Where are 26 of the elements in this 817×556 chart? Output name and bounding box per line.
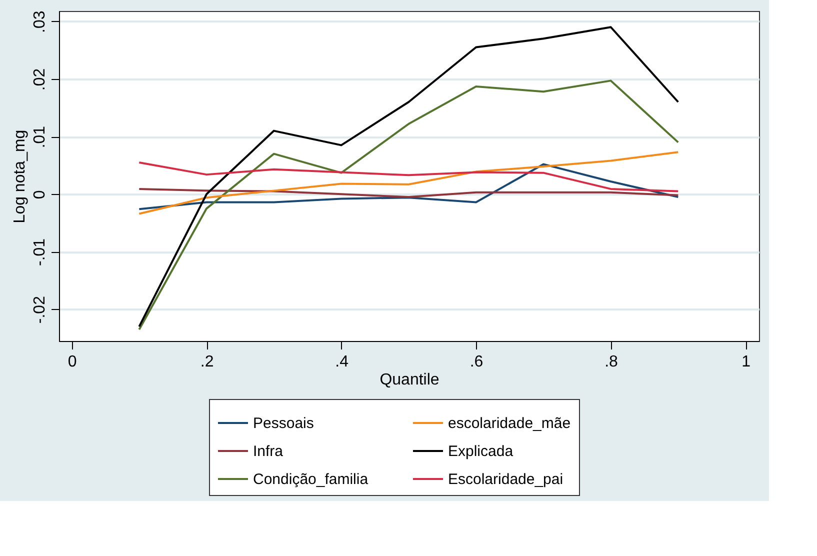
y-tick-label: .03	[32, 10, 48, 33]
line-series	[138, 151, 680, 215]
x-tick-label: .4	[335, 354, 349, 370]
y-tick-label: .01	[32, 126, 48, 148]
legend-label: Explicada	[448, 443, 514, 460]
y-axis-title: Log nota_mg	[12, 130, 28, 224]
legend-label: Infra	[253, 443, 284, 460]
x-tick-label: .6	[470, 354, 484, 370]
legend-label: escolaridade_mãe	[448, 415, 571, 432]
x-tick-label: .2	[200, 354, 214, 370]
line-series	[138, 161, 680, 192]
y-tick-label: -.02	[32, 296, 48, 324]
legend-label: Condição_familia	[253, 471, 369, 488]
line-series	[138, 188, 680, 198]
line-series	[138, 26, 680, 328]
line-series	[138, 80, 680, 330]
y-tick-label: .02	[32, 68, 48, 91]
x-tick-label: .8	[604, 354, 618, 370]
legend-label: Pessoais	[253, 415, 314, 432]
y-tick-label: 0	[32, 190, 48, 200]
line-series	[138, 163, 680, 210]
y-tick-label: -.01	[32, 238, 48, 266]
x-axis-title: Quantile	[380, 372, 440, 388]
x-tick-label: 0	[68, 354, 77, 370]
legend-label: Escolaridade_pai	[448, 471, 564, 488]
x-tick-label: 1	[742, 354, 751, 370]
